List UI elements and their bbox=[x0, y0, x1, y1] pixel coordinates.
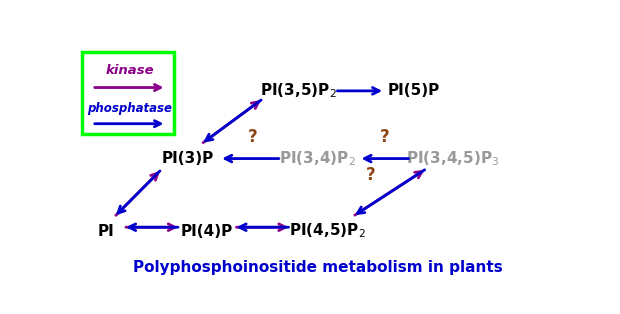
Text: ?: ? bbox=[380, 128, 390, 146]
Text: PI: PI bbox=[98, 224, 115, 239]
Text: phosphatase: phosphatase bbox=[87, 102, 172, 115]
Text: ?: ? bbox=[248, 128, 258, 146]
Text: PI(3,4,5)P$_3$: PI(3,4,5)P$_3$ bbox=[405, 149, 499, 168]
Text: PI(4,5)P$_2$: PI(4,5)P$_2$ bbox=[289, 222, 366, 241]
Text: Polyphosphoinositide metabolism in plants: Polyphosphoinositide metabolism in plant… bbox=[133, 260, 503, 275]
Text: PI(3,4)P$_2$: PI(3,4)P$_2$ bbox=[280, 149, 356, 168]
FancyBboxPatch shape bbox=[82, 52, 174, 134]
Text: PI(3)P: PI(3)P bbox=[162, 151, 214, 166]
Text: ?: ? bbox=[366, 166, 376, 185]
Text: PI(5)P: PI(5)P bbox=[388, 84, 440, 98]
Text: PI(3,5)P$_2$: PI(3,5)P$_2$ bbox=[260, 82, 337, 100]
Text: PI(4)P: PI(4)P bbox=[181, 224, 233, 239]
Text: kinase: kinase bbox=[105, 64, 154, 77]
